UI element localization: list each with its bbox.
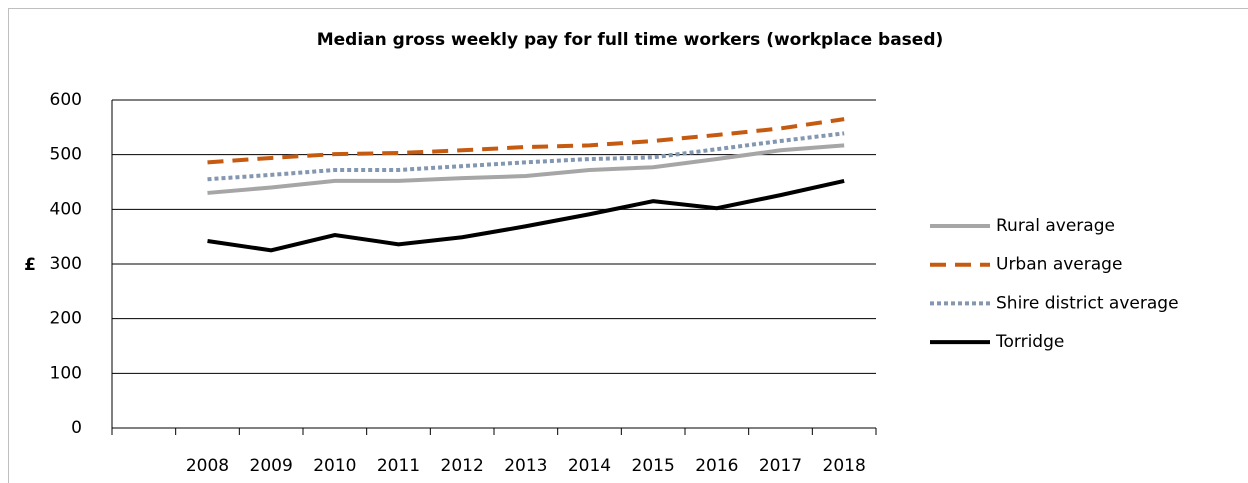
series-line (207, 131, 845, 182)
x-tick-label: 2013 (504, 456, 547, 476)
x-tick-label: 2015 (632, 456, 675, 476)
y-axis-label: £ (24, 255, 36, 275)
y-tick-label: 100 (50, 363, 82, 383)
legend-label: Torridge (995, 332, 1064, 352)
x-tick-label: 2008 (186, 456, 229, 476)
y-tick-label: 400 (50, 199, 82, 219)
y-tick-label: 0 (71, 418, 82, 438)
x-tick-label: 2012 (441, 456, 484, 476)
x-tick-label: 2017 (759, 456, 802, 476)
series-line (207, 143, 845, 195)
legend-label: Rural average (996, 216, 1115, 236)
chart-border (8, 8, 1248, 483)
x-tick-label: 2010 (313, 456, 356, 476)
series-line (207, 117, 845, 165)
x-tick-label: 2014 (568, 456, 611, 476)
y-tick-label: 500 (50, 145, 82, 165)
x-tick-label: 2018 (823, 456, 866, 476)
legend-label: Shire district average (996, 293, 1179, 313)
x-tick-label: 2016 (695, 456, 738, 476)
x-tick-label: 2011 (377, 456, 420, 476)
legend-label: Urban average (996, 255, 1122, 275)
y-tick-label: 600 (50, 90, 82, 110)
series-line (207, 178, 845, 253)
x-tick-label: 2009 (250, 456, 293, 476)
y-tick-label: 200 (50, 309, 82, 329)
y-tick-label: 300 (50, 254, 82, 274)
chart-title: Median gross weekly pay for full time wo… (317, 30, 944, 50)
